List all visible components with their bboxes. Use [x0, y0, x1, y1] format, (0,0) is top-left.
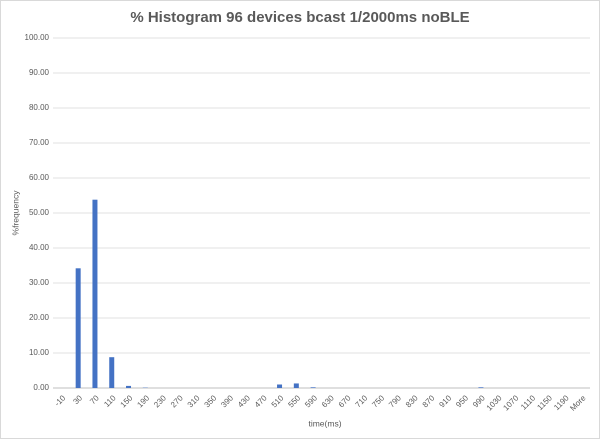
bar [478, 387, 484, 388]
y-tick-label: 70.00 [29, 138, 50, 147]
chart-title: % Histogram 96 devices bcast 1/2000ms no… [130, 9, 469, 26]
bar [293, 383, 299, 388]
y-tick-label: 20.00 [29, 313, 50, 322]
y-tick-label: 60.00 [29, 173, 50, 182]
bar [92, 199, 98, 388]
bar [75, 268, 81, 388]
bar [277, 384, 283, 388]
y-tick-label: 50.00 [29, 208, 50, 217]
y-tick-label: 0.00 [33, 383, 49, 392]
y-tick-label: 100.00 [25, 33, 50, 42]
y-tick-label: 30.00 [29, 278, 50, 287]
y-axis-title: %frequency [10, 190, 20, 236]
y-tick-label: 10.00 [29, 348, 50, 357]
bar [126, 385, 132, 388]
bar [310, 387, 316, 388]
bar [109, 357, 115, 388]
y-tick-label: 80.00 [29, 103, 50, 112]
y-tick-label: 90.00 [29, 68, 50, 77]
y-tick-label: 40.00 [29, 243, 50, 252]
x-axis-title: time(ms) [308, 418, 341, 428]
